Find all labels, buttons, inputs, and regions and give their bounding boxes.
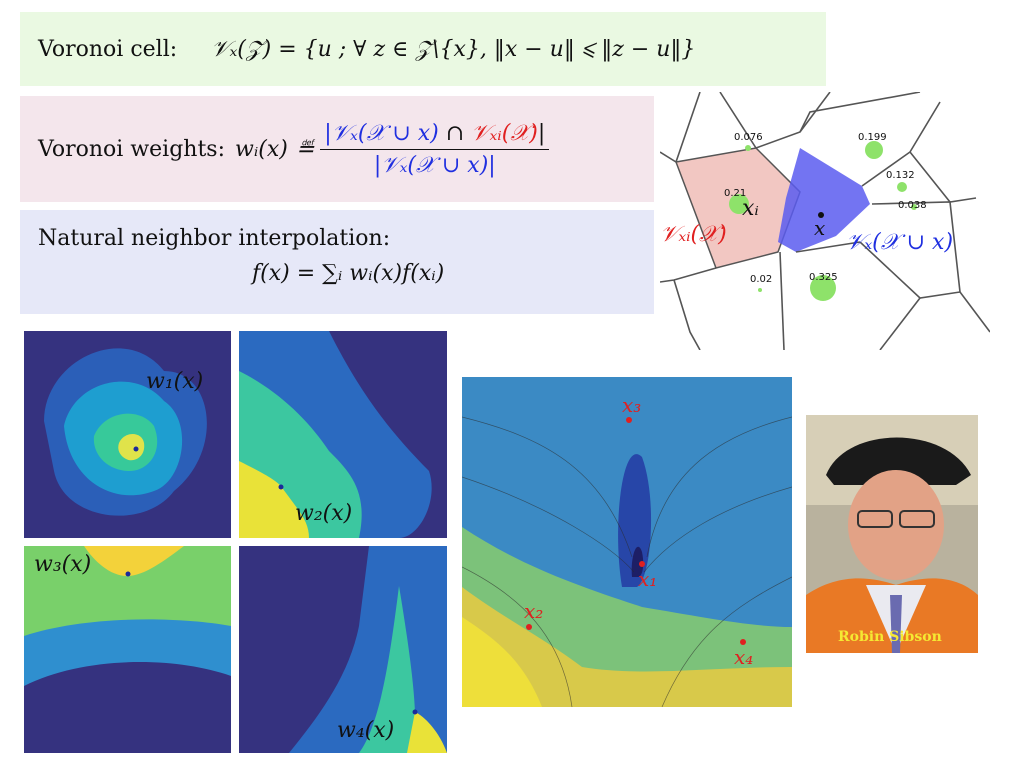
label-x1: x₁ <box>638 567 658 591</box>
voronoi-cell-formula: 𝒱ₓ(𝒵) = {u ; ∀ z ∈ 𝒵\{x}, ‖x − u‖ ⩽ ‖z −… <box>211 36 696 62</box>
weight-value-5: 0.038 <box>898 200 927 211</box>
weight-value-3: 0.21 <box>724 188 747 199</box>
weight-value-4: 0.132 <box>886 170 915 181</box>
natural-neighbor-formula: f(x) = ∑ᵢ wᵢ(x)f(xᵢ) <box>252 261 445 286</box>
voronoi-weights-box: Voronoi weights: wᵢ(x) ≝ |𝒱ₓ(𝒳 ∪ x) ∩ 𝒱ₓ… <box>20 96 654 202</box>
weight-panel-2: w₂(x) <box>239 331 447 538</box>
weights-lhs: wᵢ(x) <box>235 136 288 162</box>
label-xi: xᵢ <box>742 196 759 221</box>
label-x2: x₂ <box>524 599 544 623</box>
natural-neighbor-box: Natural neighbor interpolation: f(x) = ∑… <box>20 210 654 314</box>
label-x4: x₄ <box>734 645 754 669</box>
voronoi-cell-box: Voronoi cell: 𝒱ₓ(𝒵) = {u ; ∀ z ∈ 𝒵\{x}, … <box>20 12 826 86</box>
numerator-blue-part: |𝒱ₓ(𝒳 ∪ x) <box>324 120 439 146</box>
panel-label-w4: w₄(x) <box>337 718 395 743</box>
voronoi-cell-label: Voronoi cell: <box>38 36 178 62</box>
weight-value-6: 0.02 <box>750 274 773 285</box>
panel-label-w3: w₃(x) <box>34 552 92 577</box>
panel-label-w2: w₂(x) <box>295 501 353 526</box>
numerator-red-part: 𝒱ₓᵢ(𝒳) <box>471 120 538 146</box>
weight-panel-1: w₁(x) <box>24 331 231 538</box>
label-x: x <box>814 216 826 240</box>
weights-defeq: ≝ <box>295 136 315 162</box>
weights-fraction: |𝒱ₓ(𝒳 ∪ x) ∩ 𝒱ₓᵢ(𝒳)| |𝒱ₓ(𝒳 ∪ x)| <box>320 120 550 178</box>
numerator-end: | <box>537 120 546 146</box>
weight-panel-3: w₃(x) <box>24 546 231 753</box>
voronoi-diagram: 0.076 0.199 0.21 0.132 0.038 0.02 0.325 … <box>660 92 990 350</box>
weight-value-7: 0.325 <box>809 272 838 283</box>
weight-value-2: 0.199 <box>858 132 887 143</box>
label-red-cell: 𝒱ₓᵢ(𝒳) <box>660 222 727 247</box>
voronoi-weights-label: Voronoi weights: <box>38 136 225 162</box>
weights-numerator: |𝒱ₓ(𝒳 ∪ x) ∩ 𝒱ₓᵢ(𝒳)| <box>320 120 550 150</box>
label-x3: x₃ <box>622 393 642 417</box>
label-blue-cell: 𝒱ₓ(𝒳 ∪ x) <box>846 230 954 255</box>
weight-panel-4: w₄(x) <box>239 546 447 753</box>
numerator-cap: ∩ <box>438 120 472 146</box>
portrait-illustration <box>806 415 978 653</box>
weights-denominator: |𝒱ₓ(𝒳 ∪ x)| <box>373 152 496 178</box>
panel-label-w1: w₁(x) <box>146 369 204 394</box>
portrait-caption: Robin Sibson <box>838 629 942 645</box>
weight-value-1: 0.076 <box>734 132 763 143</box>
portrait-photo: Robin Sibson <box>806 415 978 653</box>
interpolation-panel: x₁ x₂ x₃ x₄ <box>462 377 792 707</box>
natural-neighbor-label: Natural neighbor interpolation: <box>38 226 391 251</box>
